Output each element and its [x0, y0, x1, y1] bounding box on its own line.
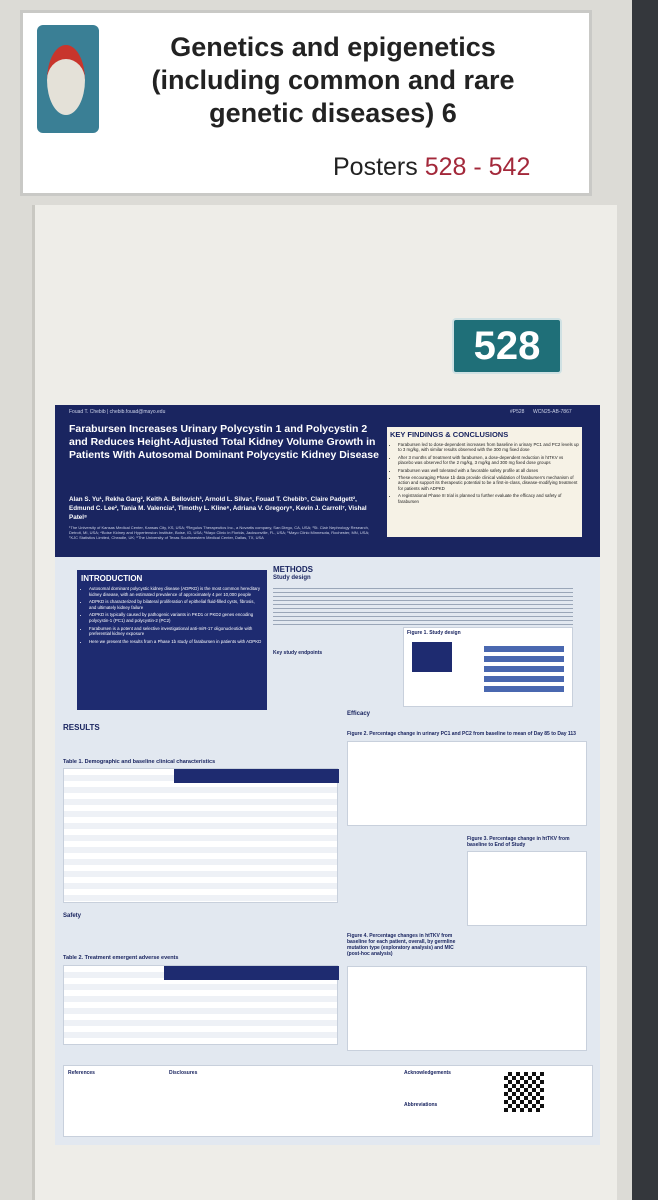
table-2-header: [164, 966, 339, 980]
figure-4: [347, 966, 587, 1051]
list-item: Here we present the results from a Phase…: [89, 639, 263, 645]
methods: METHODS Study design Key study endpoints…: [273, 565, 583, 713]
figure-4-title: Figure 4. Percentage changes in htTKV fr…: [347, 933, 456, 957]
koi-logo: [37, 25, 99, 133]
table-1-title: Table 1. Demographic and baseline clinic…: [63, 759, 216, 765]
list-item: ADPKD is characterized by bilateral prol…: [89, 599, 263, 610]
methods-text: [273, 585, 573, 625]
methods-heading: METHODS: [273, 565, 313, 574]
abbreviations: Abbreviations: [404, 1102, 438, 1108]
figure-2-title: Figure 2. Percentage change in urinary P…: [347, 731, 576, 737]
poster-header: Fouad T. Chebib | chebib.fouad@mayo.edu …: [55, 405, 600, 557]
sign-line: (including common and rare: [151, 65, 515, 95]
affiliations: ¹The University of Kansas Medical Center…: [69, 525, 370, 540]
key-endpoints: Key study endpoints: [273, 650, 323, 656]
figure-1-diagram: [412, 642, 452, 672]
sign-posters: Posters 528 - 542: [333, 153, 530, 182]
list-item: Farabursen was well tolerated with a fav…: [398, 468, 579, 473]
references: References: [68, 1070, 95, 1076]
figure-2: [347, 741, 587, 826]
qr-code: [504, 1072, 544, 1112]
list-item: ADPKD is typically caused by pathogenic …: [89, 612, 263, 623]
results-heading: RESULTS: [63, 723, 100, 732]
intro-list: Autosomal dominant polycystic kidney dis…: [81, 586, 263, 644]
sign-line: Genetics and epigenetics: [170, 32, 496, 62]
efficacy-heading: Efficacy: [347, 711, 371, 717]
poster: Fouad T. Chebib | chebib.fouad@mayo.edu …: [55, 405, 600, 1145]
table-1-header: [174, 769, 339, 783]
posters-label: Posters: [333, 153, 418, 181]
table-1: [63, 768, 339, 903]
list-item: Farabursen led to dose-dependent increas…: [398, 442, 579, 453]
key-findings-list: Farabursen led to dose-dependent increas…: [390, 442, 579, 504]
sign-line: genetic diseases) 6: [209, 98, 457, 128]
results: RESULTS Table 1. Demographic and baselin…: [63, 723, 348, 1063]
efficacy: Efficacy Figure 2. Percentage change in …: [347, 711, 592, 1061]
intro-heading: INTRODUCTION: [81, 574, 143, 583]
intro-box: INTRODUCTION Autosomal dominant polycyst…: [77, 570, 267, 710]
board-number: 528: [452, 318, 562, 374]
abstract-id: WCN25-AB-7867: [533, 409, 572, 415]
poster-title: Farabursen Increases Urinary Polycystin …: [69, 423, 379, 461]
session-sign: Genetics and epigenetics (including comm…: [20, 10, 592, 196]
poster-id: #P528: [510, 409, 525, 415]
sign-title: Genetics and epigenetics (including comm…: [113, 31, 553, 130]
figure-1: Figure 1. Study design: [403, 627, 573, 707]
study-design: Study design: [273, 575, 311, 581]
poster-range: 528 - 542: [424, 153, 531, 181]
table-2-title: Table 2. Treatment emergent adverse even…: [63, 955, 179, 961]
list-item: A registrational Phase III trial is plan…: [398, 493, 579, 504]
poster-authors: Alan S. Yu¹, Rekha Garg², Keith A. Bello…: [69, 496, 367, 521]
list-item: Autosomal dominant polycystic kidney dis…: [89, 586, 263, 597]
koi-fish: [47, 45, 85, 115]
list-item: Farabursen is a potent and selective inv…: [89, 626, 263, 637]
acknowledgements: Acknowledgements: [404, 1070, 451, 1076]
disclosures: Disclosures: [169, 1070, 198, 1076]
list-item: These encouraging Phase 1b data provide …: [398, 475, 579, 491]
footer: References Disclosures Acknowledgements …: [63, 1065, 593, 1137]
key-findings: KEY FINDINGS & CONCLUSIONS Farabursen le…: [387, 427, 582, 537]
table-2: [63, 965, 339, 1045]
figure-3: [467, 851, 587, 926]
safety-heading: Safety: [63, 913, 82, 919]
list-item: After 3 months of treatment with farabur…: [398, 455, 579, 466]
figure-3-title: Figure 3. Percentage change in htTKV fro…: [467, 836, 570, 848]
figure-1-title: Figure 1. Study design: [407, 630, 461, 636]
figure-1-bars: [484, 646, 564, 696]
author-contact: Fouad T. Chebib | chebib.fouad@mayo.edu: [69, 409, 166, 415]
key-findings-heading: KEY FINDINGS & CONCLUSIONS: [390, 430, 509, 439]
